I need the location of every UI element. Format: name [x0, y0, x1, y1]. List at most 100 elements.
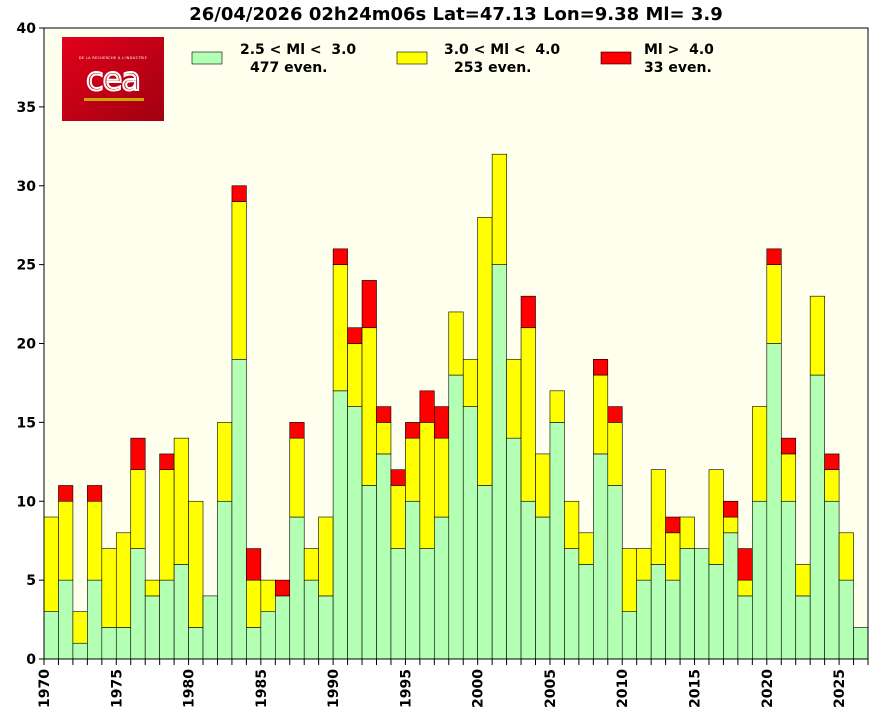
bar-2004-series-2: [535, 453, 551, 518]
bar-2006-series-1: [564, 548, 580, 660]
bar-2014-series-2: [679, 516, 695, 549]
y-tick-label: 15: [17, 415, 36, 431]
bar-2009-series-3: [607, 406, 623, 423]
y-axis: 0 5 10 15 20 25 30 35 40: [17, 21, 44, 668]
bar-2007-series-1: [578, 564, 594, 660]
bar-1992-series-3: [361, 280, 377, 329]
bar-2020-series-2: [766, 264, 782, 344]
bar-1992-series-1: [361, 485, 377, 660]
legend-label-3: Ml > 4.0: [644, 42, 714, 58]
legend-swatch-1: [191, 51, 223, 65]
bar-2017-series-3: [723, 500, 739, 518]
bar-1988-series-2: [303, 548, 319, 581]
bar-2024-series-3: [824, 453, 840, 471]
bar-1988-series-1: [303, 579, 319, 660]
legend-swatch-2: [396, 51, 428, 65]
bar-1970-series-2: [43, 516, 59, 612]
bar-1998-series-2: [448, 311, 464, 376]
bar-1987-series-1: [289, 516, 305, 660]
x-tick-label: 1985: [254, 669, 270, 708]
bar-1989-series-2: [318, 516, 334, 597]
bar-2022-series-1: [795, 595, 811, 660]
bar-1996-series-1: [419, 548, 435, 660]
bar-2002-series-2: [506, 358, 522, 439]
bar-2025-series-1: [838, 579, 854, 660]
cea-logo-underline: [84, 98, 144, 101]
bar-1991-series-1: [347, 406, 363, 660]
chart-title: 26/04/2026 02h24m06s Lat=47.13 Lon=9.38 …: [189, 4, 723, 25]
bar-1993-series-3: [376, 406, 392, 423]
x-tick-label: 1995: [398, 669, 414, 708]
x-tick-label: 1970: [37, 669, 53, 708]
bar-1987-series-2: [289, 437, 305, 518]
bar-1974-series-2: [101, 548, 117, 628]
x-tick-label: 2010: [615, 669, 631, 708]
bar-2013-series-1: [665, 579, 681, 660]
x-tick-label: 2020: [760, 669, 776, 708]
bar-1993-series-2: [376, 422, 392, 455]
bar-2025-series-2: [838, 532, 854, 581]
bar-1990-series-2: [332, 264, 348, 392]
bar-1994-series-2: [390, 485, 406, 549]
bar-1973-series-2: [87, 500, 103, 581]
bar-1973-series-3: [87, 485, 103, 502]
bar-1982-series-2: [217, 422, 233, 502]
bar-2021-series-2: [780, 453, 797, 502]
bar-1997-series-2: [434, 437, 450, 518]
bar-1997-series-3: [434, 406, 450, 439]
bar-1995-series-1: [405, 500, 421, 660]
bar-2003-series-2: [520, 327, 536, 502]
bar-2007-series-2: [578, 532, 594, 565]
y-tick-label: 35: [17, 100, 36, 116]
bar-1980-series-2: [188, 500, 204, 628]
bar-2009-series-1: [607, 485, 623, 660]
bar-2014-series-1: [679, 548, 695, 660]
bar-1983-series-2: [231, 201, 247, 360]
bar-2001-series-2: [491, 153, 507, 265]
bar-2023-series-1: [809, 374, 825, 660]
bar-1991-series-3: [347, 327, 363, 344]
bar-1975-series-1: [115, 627, 132, 660]
bar-2005-series-1: [549, 422, 565, 660]
x-tick-label: 2025: [832, 669, 848, 708]
cea-logo-background: [62, 37, 164, 121]
bar-2008-series-1: [593, 453, 609, 660]
bar-1981-series-1: [202, 595, 218, 660]
bar-1992-series-2: [361, 327, 377, 486]
bar-2013-series-2: [665, 532, 681, 581]
x-tick-label: 2005: [543, 669, 559, 708]
bar-2019-series-1: [752, 500, 768, 660]
bar-2008-series-2: [593, 374, 609, 455]
bar-1999-series-1: [462, 406, 478, 660]
bar-2003-series-1: [520, 500, 536, 660]
bar-1993-series-1: [376, 453, 392, 660]
bar-2016-series-2: [708, 469, 724, 565]
bar-2019-series-2: [752, 406, 768, 502]
bar-1983-series-1: [231, 358, 247, 660]
bar-1990-series-3: [332, 248, 348, 265]
bar-2000-series-2: [477, 217, 493, 486]
bar-1986-series-1: [274, 595, 291, 660]
y-tick-label: 20: [17, 337, 37, 353]
cea-logo-wordmark: cea: [86, 60, 140, 98]
bar-2018-series-3: [737, 548, 753, 581]
bar-1984-series-1: [246, 627, 262, 660]
bar-2009-series-2: [607, 422, 623, 486]
bar-1986-series-3: [274, 579, 291, 597]
y-tick-label: 40: [17, 21, 37, 37]
bar-2010-series-2: [621, 548, 638, 612]
bar-2026-series-1: [853, 627, 869, 660]
bar-2021-series-1: [780, 500, 797, 660]
bar-2021-series-3: [780, 437, 797, 455]
bar-1991-series-2: [347, 343, 363, 407]
bar-2015-series-1: [694, 548, 710, 660]
bar-1971-series-2: [58, 500, 74, 581]
bar-1984-series-3: [246, 548, 262, 581]
y-tick-label: 5: [26, 573, 36, 589]
bar-1998-series-1: [448, 374, 464, 660]
bar-2004-series-1: [535, 516, 551, 660]
x-tick-label: 1980: [182, 669, 198, 708]
bar-1979-series-2: [173, 437, 189, 565]
bar-2024-series-1: [824, 500, 840, 660]
bar-1980-series-1: [188, 627, 204, 660]
